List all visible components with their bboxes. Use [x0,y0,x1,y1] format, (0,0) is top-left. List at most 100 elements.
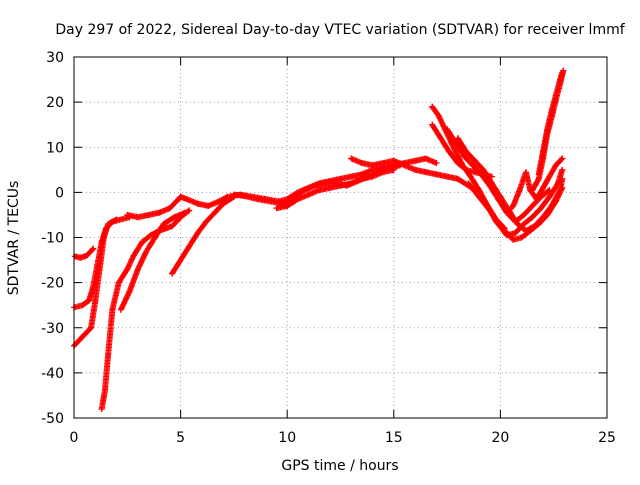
data-point [469,162,476,169]
data-point [147,232,154,239]
data-point [488,173,495,180]
data-point [520,220,527,227]
data-point [152,234,159,241]
y-tick-label: 0 [55,185,64,201]
x-tick-label: 0 [70,430,79,446]
data-point [230,191,237,198]
series-track-16 [497,155,566,216]
data-point [559,155,566,162]
data-point [134,214,141,221]
data-point [72,253,79,260]
data-marker-trace [273,166,397,212]
data-point [529,202,536,209]
data-point [294,196,301,203]
data-point [348,155,355,162]
data-point [156,209,163,216]
y-tick-label: -30 [41,321,64,337]
data-point [181,209,188,216]
data-point [183,196,190,203]
data-point [510,236,517,243]
data-point [205,202,212,209]
data-point [203,218,210,225]
data-point [284,202,291,209]
data-point [369,173,376,180]
y-tick-label: 30 [46,50,64,66]
series-track-3 [71,216,120,349]
data-point [495,220,502,227]
data-point [503,232,510,239]
data-point [476,193,483,200]
data-point [437,135,444,142]
data-point [311,182,318,189]
data-point [522,169,529,176]
data-point [540,214,547,221]
data-point [85,297,92,304]
data-point [446,148,453,155]
data-point [322,180,329,187]
data-point [412,157,419,164]
data-point [546,193,553,200]
data-marker-trace [72,245,97,261]
x-tick-label: 20 [491,430,509,446]
data-point [316,187,323,194]
data-point [101,387,108,394]
data-point [429,103,436,110]
data-point [290,193,297,200]
data-point [486,207,493,214]
series-track-15 [465,166,566,239]
data-point [194,200,201,207]
data-point [529,187,536,194]
data-point [337,182,344,189]
data-point [471,157,478,164]
data-point [465,180,472,187]
y-axis-label: SDTVAR / TECUs [6,181,22,296]
data-point [169,223,176,230]
data-point [88,324,95,331]
series-track-12 [429,121,495,180]
ticks: 0 5 10 15 20 25 -50 -40 -30 -20 -10 0 10 20 30 [41,50,616,446]
data-point [90,284,97,291]
data-point [412,166,419,173]
data-point [429,121,436,128]
data-point [390,157,397,164]
data-point [273,205,280,212]
data-point [548,108,555,115]
data-point [422,155,429,162]
data-point [540,148,547,155]
x-axis-label: GPS time / hours [281,458,398,474]
data-point [444,173,451,180]
data-point [520,211,527,218]
data-point [531,223,538,230]
data-point [79,333,86,340]
chart-title: Day 297 of 2022, Sidereal Day-to-day VTE… [55,22,625,38]
data-point [559,166,566,173]
data-point [544,126,551,133]
data-point [139,239,146,246]
data-point [444,126,451,133]
data-point [160,220,167,227]
data-point [105,220,112,227]
data-point [557,76,564,83]
data-point [454,160,461,167]
data-point [476,187,483,194]
data-point [113,216,120,223]
data-point [305,191,312,198]
data-point [537,205,544,212]
data-point [348,173,355,180]
series-track-18 [535,69,566,178]
data-point [90,245,97,252]
series-track-9 [273,166,397,212]
data-point [435,112,442,119]
data-point [546,173,553,180]
data-point [518,234,525,241]
data-point [115,279,122,286]
data-points [71,67,567,412]
data-point [241,192,248,199]
data-point [326,184,333,191]
y-tick-label: 20 [46,95,64,111]
data-point [463,166,470,173]
data-point [134,266,141,273]
y-tick-label: -10 [41,231,64,247]
